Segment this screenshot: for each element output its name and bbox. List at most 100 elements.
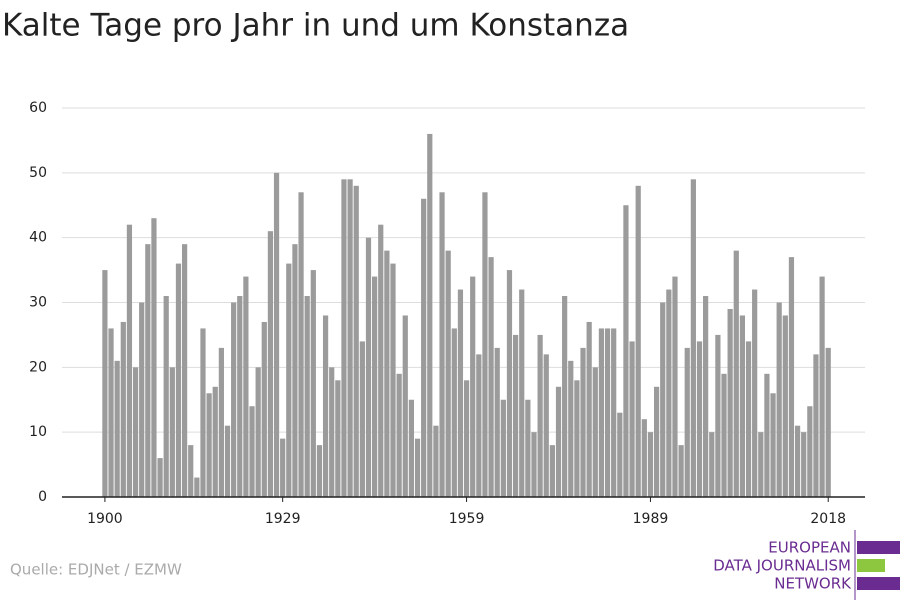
bar <box>696 341 703 497</box>
bar <box>365 237 372 497</box>
y-tick-label: 30 <box>29 295 47 311</box>
bar <box>641 419 647 497</box>
bar <box>653 386 660 497</box>
bar <box>476 354 482 497</box>
bar <box>690 179 696 498</box>
bar <box>359 341 365 497</box>
bar <box>611 328 617 497</box>
bar <box>684 347 690 497</box>
bar <box>727 308 733 497</box>
bar <box>126 224 133 497</box>
bar <box>500 399 506 497</box>
bar <box>396 373 402 497</box>
bar <box>414 438 421 497</box>
bar <box>145 244 151 497</box>
bar <box>286 263 292 497</box>
bar <box>482 192 488 498</box>
bar <box>776 302 782 497</box>
bar <box>758 432 764 497</box>
bar <box>206 393 212 497</box>
bar <box>506 270 513 497</box>
bar <box>329 367 335 497</box>
bar <box>617 412 623 497</box>
bar <box>629 341 635 497</box>
bar <box>666 289 672 497</box>
chart-title: Kalte Tage pro Jahr in und um Konstanza <box>2 8 629 44</box>
bar <box>519 289 525 497</box>
bar <box>347 179 353 498</box>
bar <box>255 367 261 497</box>
logo-bar <box>857 577 900 590</box>
bar <box>586 321 592 497</box>
bar <box>151 218 157 497</box>
x-tick-label: 1989 <box>633 511 669 527</box>
bar <box>752 289 758 497</box>
bar <box>353 185 359 498</box>
bar <box>794 425 801 497</box>
bar <box>635 185 641 498</box>
bar <box>181 244 188 497</box>
bar <box>310 270 316 497</box>
bar <box>157 458 163 497</box>
bar <box>304 296 310 497</box>
logo-text: EUROPEAN <box>768 539 851 557</box>
bar <box>169 367 175 497</box>
x-tick-label: 1900 <box>87 511 123 527</box>
logo-text: DATA JOURNALISM <box>713 557 851 575</box>
y-tick-label: 10 <box>29 424 47 440</box>
source: Quelle: EDJNet / EZMW <box>10 561 182 579</box>
x-tick-label: 1929 <box>265 511 301 527</box>
bar <box>451 328 457 497</box>
bar <box>745 341 752 497</box>
bar <box>580 347 586 497</box>
bar <box>678 445 684 497</box>
y-tick-label: 60 <box>29 100 47 116</box>
bar <box>280 438 286 497</box>
bar <box>709 432 715 497</box>
bar <box>378 224 384 497</box>
bar <box>555 386 562 497</box>
logo-bar <box>857 559 885 572</box>
bar <box>525 399 531 497</box>
bar <box>194 477 200 497</box>
bar <box>764 373 770 497</box>
bar <box>623 205 629 497</box>
bar <box>249 406 255 497</box>
bar <box>212 386 218 497</box>
bar <box>543 354 549 497</box>
bar <box>243 276 249 497</box>
bar <box>770 393 776 497</box>
y-tick-label: 20 <box>29 359 47 375</box>
bar <box>568 360 574 497</box>
bar <box>537 334 543 497</box>
bar <box>574 380 580 497</box>
bar <box>224 425 231 497</box>
logo-text: NETWORK <box>774 575 852 593</box>
bar <box>163 296 169 497</box>
y-tick-label: 0 <box>38 489 47 505</box>
bar <box>470 276 476 497</box>
bar <box>341 179 347 498</box>
bar <box>408 399 415 497</box>
bar <box>494 347 500 497</box>
bar <box>188 445 194 497</box>
bar <box>237 296 243 497</box>
bar <box>292 244 298 497</box>
y-tick-label: 40 <box>29 230 47 246</box>
bar <box>788 257 795 497</box>
bar <box>488 257 494 497</box>
bar <box>531 432 537 497</box>
bar <box>427 133 433 497</box>
bar <box>512 334 519 497</box>
bar <box>598 328 605 497</box>
bar <box>739 315 746 497</box>
bar <box>102 270 108 497</box>
bar <box>715 334 721 497</box>
bar <box>200 328 206 497</box>
bar <box>421 198 427 497</box>
bar <box>819 276 825 497</box>
x-tick-label: 2018 <box>810 511 846 527</box>
bar <box>445 250 451 497</box>
bar <box>660 302 666 497</box>
bar <box>384 250 390 497</box>
